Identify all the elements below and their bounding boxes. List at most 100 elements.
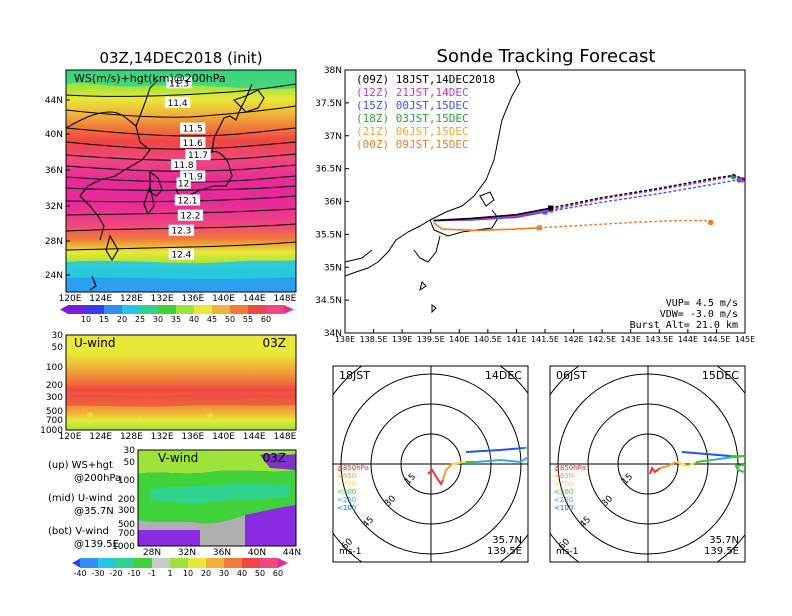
- ws-frame: [65, 69, 297, 293]
- track-legend: (09Z) 18JST,14DEC2018 (12Z) 21JST,14DEC …: [356, 73, 495, 151]
- ws-colorbar-label: 55: [243, 315, 253, 324]
- hodo2-date: 15DEC: [702, 369, 739, 382]
- uwind-lon-tick: 148E: [273, 432, 296, 442]
- track-lon-tick: 144E: [678, 335, 698, 344]
- svg-text:<250: <250: [337, 496, 356, 504]
- vwind-p-tick: 700: [118, 529, 135, 539]
- vwind-p-tick: 30: [124, 446, 136, 456]
- track-lat-tick: 34N: [324, 329, 342, 339]
- wind-colorbar: [72, 558, 288, 568]
- ws-lon-tick: 136E: [181, 294, 204, 304]
- vwind-label: V-wind: [158, 451, 198, 465]
- contour-label-bg: [179, 136, 206, 148]
- contour-label-bg: [179, 170, 206, 182]
- hodo2-time: 06JST: [556, 369, 587, 382]
- hodograph-18jst: 18JST 14DEC 15 30 45 60 ≧850hPa <850 <70…: [332, 365, 529, 563]
- track-lon-axis: 138E 138.5E 139E 139.5E 140E 140.5E 141E 141.5E…: [335, 329, 755, 344]
- track-params: VUP= 4.5 m/s VDW= -3.0 m/s Burst Alt= 21…: [630, 298, 738, 331]
- ws-lat-axis: 44N 40N 36N 32N 28N 24N: [45, 96, 70, 281]
- ws-lon-tick: 140E: [212, 294, 235, 304]
- ws-lat-tick: 40N: [45, 130, 63, 140]
- svg-text:<850: <850: [337, 472, 356, 480]
- track-ascent-0: [433, 207, 551, 222]
- param-vup: VUP= 4.5 m/s: [666, 298, 738, 309]
- contour-label: 11.7: [188, 151, 208, 161]
- uwind-p-tick: 30: [52, 331, 64, 341]
- wind-colorbar-label: -10: [127, 569, 140, 578]
- track-lon-tick: 141E: [506, 335, 526, 344]
- contour-label: 12.2: [180, 212, 200, 222]
- track-lon-tick: 140.5E: [474, 335, 502, 344]
- track-lon-tick: 144.5E: [702, 335, 730, 344]
- vwind-lat-tick: 28N: [143, 548, 161, 558]
- uwind-frame: [65, 334, 297, 431]
- track-lat-tick: 35N: [324, 263, 342, 273]
- contour-label-bg: [176, 177, 191, 189]
- ws-colorbar-label: 30: [153, 315, 163, 324]
- track-lat-tick: 37.5N: [315, 99, 342, 109]
- wind-colorbar-label: 10: [183, 569, 193, 578]
- svg-text:<250: <250: [554, 496, 573, 504]
- vwind-p-tick: 1000: [112, 542, 135, 552]
- contour-label-bg: [168, 224, 195, 236]
- contour-label: 11.4: [168, 99, 188, 109]
- wind-colorbar-label: 50: [255, 569, 265, 578]
- svg-text:≧850hPa: ≧850hPa: [337, 464, 369, 472]
- ws-title: 03Z,14DEC2018 (init): [99, 49, 262, 67]
- track-lon-tick: 140E: [449, 335, 469, 344]
- track-lat-tick: 37N: [324, 132, 342, 142]
- ws-colorbar-label: 15: [99, 315, 109, 324]
- svg-text:<700: <700: [337, 480, 356, 488]
- hodo2-lon: 139.5E: [704, 546, 739, 557]
- legend-launch-18z: (18Z) 03JST,15DEC: [356, 112, 469, 125]
- track-lat-tick: 38N: [324, 66, 342, 76]
- track-lon-tick: 138.5E: [360, 335, 388, 344]
- track-lat-tick: 36N: [324, 198, 342, 208]
- ws-lon-axis: 120E 124E 128E 132E 136E 140E 144E 148E: [59, 294, 297, 304]
- track-lat-tick: 35.5N: [315, 230, 342, 240]
- ws-colorbar-label: 40: [189, 315, 199, 324]
- uwind-lon-tick: 120E: [59, 432, 82, 442]
- contour-label: 11.8: [174, 161, 194, 171]
- hodo1-time: 18JST: [339, 369, 370, 382]
- track-descent-5: [539, 219, 711, 229]
- param-burst: Burst Alt= 21.0 km: [630, 320, 738, 331]
- uwind-lon-tick: 136E: [181, 432, 204, 442]
- vwind-lat-axis: 28N 32N 36N 40N 44N: [143, 548, 301, 558]
- ws-label: WS(m/s)+hgt(km)@200hPa: [74, 72, 226, 85]
- svg-text:<100: <100: [337, 504, 356, 512]
- track-lon-tick: 145E: [735, 335, 755, 344]
- ws-colorbar-label: 60: [261, 315, 271, 324]
- uwind-lon-tick: 132E: [151, 432, 174, 442]
- contour-label-bg: [168, 248, 195, 260]
- wind-colorbar-label: -1: [148, 569, 156, 578]
- panel-legend: (up) WS+hgt @200hPa (mid) U-wind @35.7N …: [48, 460, 121, 550]
- contour-label-bg: [164, 96, 191, 108]
- hodo1-levels: ≧850hPa <850 <700 <500 <250 <100: [337, 464, 369, 512]
- track-lon-tick: 142.5E: [588, 335, 616, 344]
- burst-marker-2: [542, 209, 548, 215]
- hodo2-ring-labels: 15 30 45 60: [557, 472, 635, 552]
- uwind-time: 03Z: [263, 336, 287, 350]
- contour-label-bg: [170, 159, 197, 171]
- track-map: [345, 70, 751, 333]
- ws-lat-tick: 24N: [45, 271, 63, 281]
- ws-lon-tick: 120E: [59, 294, 82, 304]
- contour-label-bg: [166, 77, 192, 89]
- uwind-p-tick: 100: [46, 363, 63, 373]
- uwind-plot: [66, 335, 296, 430]
- landing-marker-0: [745, 178, 751, 184]
- hodograph-trace-2: [649, 451, 745, 475]
- contour-label-bg: [179, 122, 206, 134]
- ws-lon-tick: 144E: [243, 294, 266, 304]
- track-lat-axis: 38N 37.5N 37N 36.5N 36N 35.5N 35N 34.5N 34N: [315, 66, 349, 339]
- contour-label: 11.6: [183, 139, 203, 149]
- ws-colorbar-label: 25: [135, 315, 145, 324]
- ws-colorbar-labels: 10 15 20 25 30 35 40 45 50 55 60: [81, 315, 271, 324]
- wind-colorbar-label: 60: [273, 569, 283, 578]
- legend-launch-15z: (15Z) 00JST,15DEC: [356, 99, 469, 112]
- uwind-label: U-wind: [74, 336, 115, 350]
- ws-lon-tick: 128E: [120, 294, 143, 304]
